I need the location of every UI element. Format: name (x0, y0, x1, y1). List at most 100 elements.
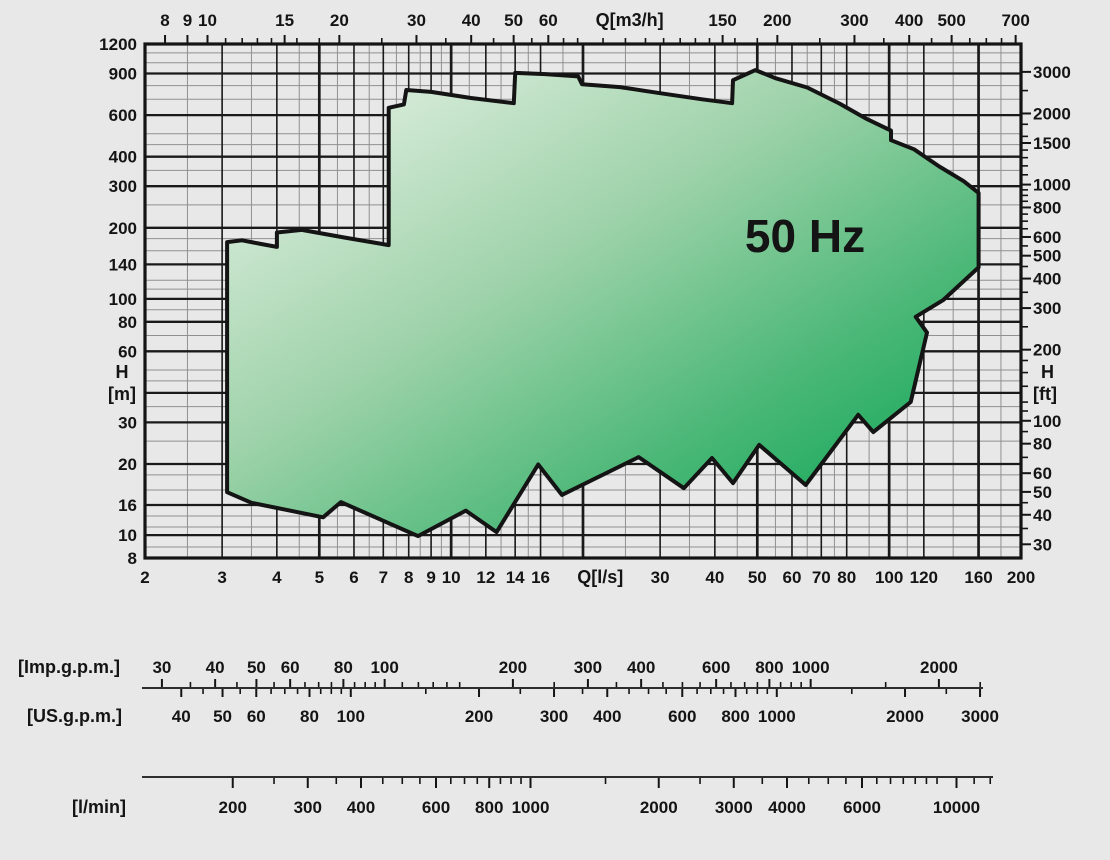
tick-label: 50 (213, 707, 232, 726)
tick-label: 60 (783, 568, 802, 587)
us-gpm-row-label: [US.g.p.m.] (27, 706, 122, 726)
tick-label: 200 (1033, 341, 1061, 360)
tick-label: 10 (118, 526, 137, 545)
tick-label: 100 (370, 658, 398, 677)
right-axis-unit-label: [ft] (1033, 384, 1057, 404)
tick-label: 80 (334, 658, 353, 677)
tick-label: 100 (109, 290, 137, 309)
tick-label: 300 (840, 11, 868, 30)
tick-label: 40 (462, 11, 481, 30)
tick-label: 500 (1033, 247, 1061, 266)
tick-label: 12 (476, 568, 495, 587)
tick-label: 3000 (715, 798, 753, 817)
tick-label: 60 (118, 342, 137, 361)
frequency-label: 50 Hz (745, 210, 865, 262)
tick-label: 200 (109, 219, 137, 238)
tick-label: 9 (426, 568, 435, 587)
tick-label: 800 (475, 798, 503, 817)
axis-bottom-ls: 2 3 4 5 6 7 8 9 10 12 14 16 30 40 50 60 70 80 100 120 160 200… (140, 567, 1035, 587)
tick-label: 2000 (1033, 104, 1071, 123)
tick-label: 1200 (99, 35, 137, 54)
tick-label: 200 (219, 798, 247, 817)
tick-label: 1000 (792, 658, 830, 677)
tick-label: 3 (217, 568, 226, 587)
tick-label: 600 (702, 658, 730, 677)
tick-label: 30 (651, 568, 670, 587)
tick-label: 80 (118, 313, 137, 332)
tick-label: 140 (109, 255, 137, 274)
tick-label: 8 (160, 11, 169, 30)
tick-label: 50 (504, 11, 523, 30)
tick-label: 5 (315, 568, 324, 587)
tick-label: 2000 (920, 658, 958, 677)
tick-label: 40 (206, 658, 225, 677)
tick-label: 1000 (758, 707, 796, 726)
right-axis-unit-label: H (1041, 362, 1054, 382)
tick-label: 200 (465, 707, 493, 726)
tick-label: 30 (152, 658, 171, 677)
tick-label: 60 (247, 707, 266, 726)
tick-label: 10 (198, 11, 217, 30)
tick-label: 800 (1033, 198, 1061, 217)
tick-label: 400 (109, 148, 137, 167)
tick-label: 400 (627, 658, 655, 677)
top-axis-unit-label: Q[m3/h] (596, 10, 664, 30)
tick-label: 800 (721, 707, 749, 726)
scale-l-min: 200 300 400 600 800 1000 2000 3000 4000 6000 10000… (72, 776, 993, 817)
tick-label: 300 (574, 658, 602, 677)
tick-label: 70 (812, 568, 831, 587)
tick-label: 20 (118, 455, 137, 474)
tick-label: 6 (349, 568, 358, 587)
left-axis-unit-label: H (116, 362, 129, 382)
axis-top-m3h: 8 9 10 15 20 30 40 50 60 150 200 300 400 500 700 Q[m3/h… (160, 10, 1030, 43)
tick-label: 40 (1033, 506, 1052, 525)
l-min-row-label: [l/min] (72, 797, 126, 817)
envelope-area (225, 68, 981, 539)
bottom-axis-unit-label: Q[l/s] (577, 567, 623, 587)
tick-label: 15 (275, 11, 294, 30)
tick-label: 300 (109, 177, 137, 196)
tick-label: 1000 (512, 798, 550, 817)
tick-label: 4 (272, 568, 282, 587)
tick-label: 100 (875, 568, 903, 587)
tick-label: 80 (837, 568, 856, 587)
frequency-text: 50 Hz (745, 210, 865, 262)
tick-label: 10000 (933, 798, 980, 817)
tick-label: 80 (1033, 435, 1052, 454)
tick-label: 30 (1033, 535, 1052, 554)
tick-label: 50 (1033, 483, 1052, 502)
tick-label: 10 (442, 568, 461, 587)
tick-label: 8 (128, 549, 137, 568)
tick-label: 14 (506, 568, 525, 587)
tick-label: 3000 (961, 707, 999, 726)
tick-label: 150 (708, 11, 736, 30)
tick-label: 4000 (768, 798, 806, 817)
tick-label: 400 (593, 707, 621, 726)
tick-label: 100 (1033, 412, 1061, 431)
tick-label: 1000 (1033, 176, 1071, 195)
tick-label: 9 (183, 11, 192, 30)
tick-label: 20 (330, 11, 349, 30)
tick-label: 8 (404, 568, 413, 587)
tick-label: 400 (895, 11, 923, 30)
tick-label: 600 (668, 707, 696, 726)
left-axis-unit-label: [m] (108, 384, 136, 404)
tick-label: 2000 (640, 798, 678, 817)
tick-label: 2 (140, 568, 149, 587)
tick-label: 400 (347, 798, 375, 817)
tick-label: 50 (247, 658, 266, 677)
tick-label: 80 (300, 707, 319, 726)
tick-label: 6000 (843, 798, 881, 817)
tick-label: 100 (337, 707, 365, 726)
tick-label: 30 (407, 11, 426, 30)
plot-frame (143, 42, 1023, 560)
tick-label: 800 (755, 658, 783, 677)
tick-label: 300 (540, 707, 568, 726)
tick-label: 50 (748, 568, 767, 587)
imp-gpm-row-label: [Imp.g.p.m.] (18, 657, 120, 677)
tick-label: 7 (379, 568, 388, 587)
